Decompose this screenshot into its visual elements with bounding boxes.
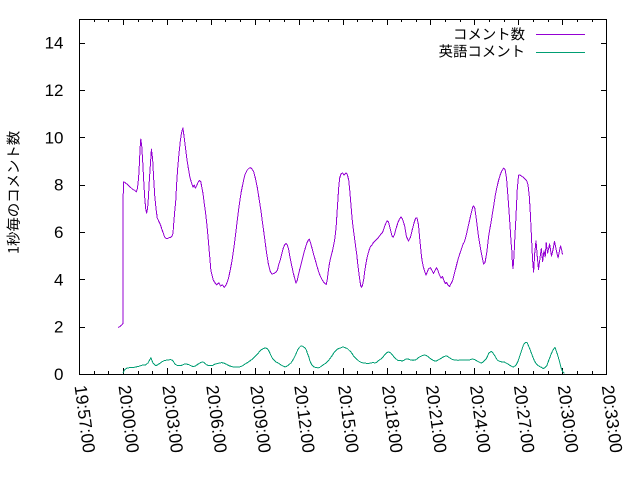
svg-text:6: 6 (54, 223, 63, 242)
svg-text:2: 2 (54, 318, 63, 337)
svg-text:10: 10 (45, 128, 64, 147)
svg-text:0: 0 (54, 365, 63, 384)
svg-text:14: 14 (45, 34, 64, 53)
svg-text:8: 8 (54, 176, 63, 195)
svg-text:4: 4 (54, 270, 63, 289)
svg-text:12: 12 (45, 81, 64, 100)
